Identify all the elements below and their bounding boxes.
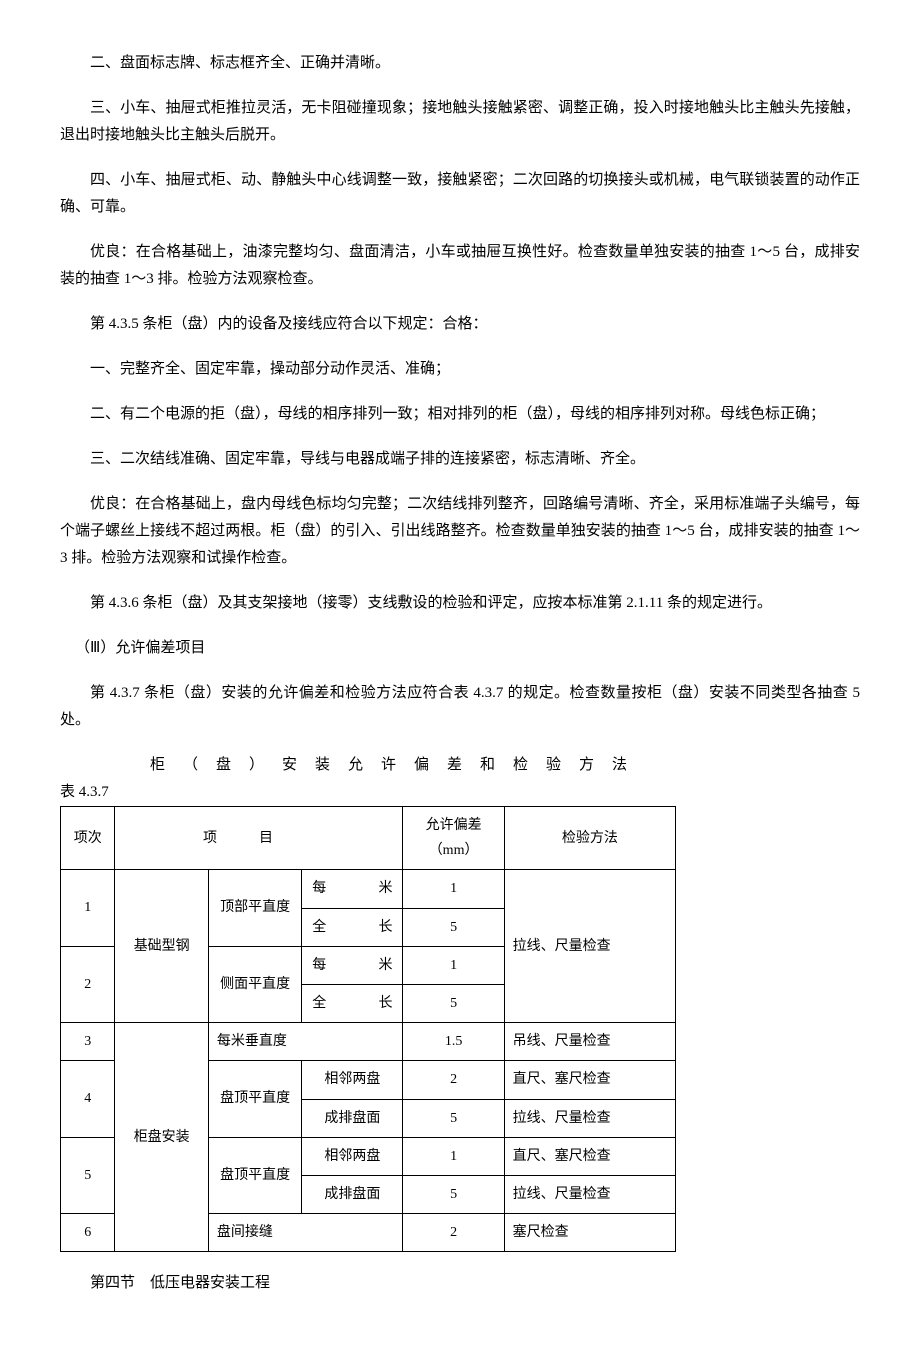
table-cell: 每米 [302, 870, 403, 908]
table-header-row: 项次 项目 允许偏差 （mm） 检验方法 [61, 807, 676, 870]
paragraph: 第 4.3.5 条柜（盘）内的设备及接线应符合以下规定：合格： [60, 311, 860, 338]
table-cell: 顶部平直度 [208, 870, 301, 946]
table-cell: 侧面平直度 [208, 946, 301, 1022]
table-cell: 2 [61, 946, 115, 1022]
table-cell: 直尺、塞尺检查 [504, 1137, 675, 1175]
table-cell: 拉线、尺量检查 [504, 1175, 675, 1213]
table-cell: 1 [61, 870, 115, 946]
paragraph: 第 4.3.7 条柜（盘）安装的允许偏差和检验方法应符合表 4.3.7 的规定。… [60, 680, 860, 734]
section-subheading: （Ⅲ）允许偏差项目 [60, 635, 860, 662]
table-cell: 1 [403, 1137, 504, 1175]
table-row: 3 柜盘安装 每米垂直度 1.5 吊线、尺量检查 [61, 1023, 676, 1061]
table-cell: 成排盘面 [302, 1175, 403, 1213]
table-header: 允许偏差 （mm） [403, 807, 504, 870]
section-heading: 第四节 低压电器安装工程 [60, 1270, 860, 1297]
table-cell: 1 [403, 946, 504, 984]
table-cell: 1.5 [403, 1023, 504, 1061]
paragraph: 第 4.3.6 条柜（盘）及其支架接地（接零）支线敷设的检验和评定，应按本标准第… [60, 590, 860, 617]
paragraph: 三、二次结线准确、固定牢靠，导线与电器成端子排的连接紧密，标志清晰、齐全。 [60, 446, 860, 473]
paragraph: 四、小车、抽屉式柜、动、静触头中心线调整一致，接触紧密；二次回路的切换接头或机械… [60, 167, 860, 221]
paragraph: 二、有二个电源的拒（盘），母线的相序排列一致；相对排列的柜（盘），母线的相序排列… [60, 401, 860, 428]
table-cell: 拉线、尺量检查 [504, 870, 675, 1023]
table-cell: 相邻两盘 [302, 1137, 403, 1175]
table-cell: 4 [61, 1061, 115, 1137]
table-cell: 全长 [302, 984, 403, 1022]
tolerance-table: 项次 项目 允许偏差 （mm） 检验方法 1 基础型钢 顶部平直度 每米 1 拉… [60, 806, 676, 1252]
table-cell: 3 [61, 1023, 115, 1061]
table-cell: 1 [403, 870, 504, 908]
table-cell: 2 [403, 1214, 504, 1252]
table-header: 项次 [61, 807, 115, 870]
table-cell: 5 [403, 908, 504, 946]
table-cell: 盘顶平直度 [208, 1137, 301, 1213]
table-cell: 5 [61, 1137, 115, 1213]
table-title-line: 柜（盘）安装允许偏差和检验方法 [60, 752, 860, 779]
table-cell: 塞尺检查 [504, 1214, 675, 1252]
table-cell: 吊线、尺量检查 [504, 1023, 675, 1061]
table-cell: 5 [403, 1099, 504, 1137]
table-title: 柜（盘）安装允许偏差和检验方法 [150, 752, 645, 779]
paragraph: 二、盘面标志牌、标志框齐全、正确并清晰。 [60, 50, 860, 77]
paragraph: 优良：在合格基础上，油漆完整均匀、盘面清洁，小车或抽屉互换性好。检查数量单独安装… [60, 239, 860, 293]
table-cell: 每米垂直度 [208, 1023, 403, 1061]
paragraph: 优良：在合格基础上，盘内母线色标均匀完整；二次结线排列整齐，回路编号清晰、齐全，… [60, 491, 860, 572]
table-cell: 成排盘面 [302, 1099, 403, 1137]
table-cell: 直尺、塞尺检查 [504, 1061, 675, 1099]
table-cell: 2 [403, 1061, 504, 1099]
table-cell: 柜盘安装 [115, 1023, 208, 1252]
table-cell: 每米 [302, 946, 403, 984]
table-cell: 盘间接缝 [208, 1214, 403, 1252]
table-cell: 拉线、尺量检查 [504, 1099, 675, 1137]
table-cell: 全长 [302, 908, 403, 946]
table-cell: 基础型钢 [115, 870, 208, 1023]
table-cell: 6 [61, 1214, 115, 1252]
table-cell: 盘顶平直度 [208, 1061, 301, 1137]
table-row: 1 基础型钢 顶部平直度 每米 1 拉线、尺量检查 [61, 870, 676, 908]
table-cell: 5 [403, 984, 504, 1022]
table-cell: 5 [403, 1175, 504, 1213]
table-header: 检验方法 [504, 807, 675, 870]
paragraph: 一、完整齐全、固定牢靠，操动部分动作灵活、准确； [60, 356, 860, 383]
paragraph: 三、小车、抽屉式柜推拉灵活，无卡阻碰撞现象；接地触头接触紧密、调整正确，投入时接… [60, 95, 860, 149]
table-header: 项目 [115, 807, 403, 870]
table-cell: 相邻两盘 [302, 1061, 403, 1099]
table-caption: 表 4.3.7 [60, 779, 860, 806]
